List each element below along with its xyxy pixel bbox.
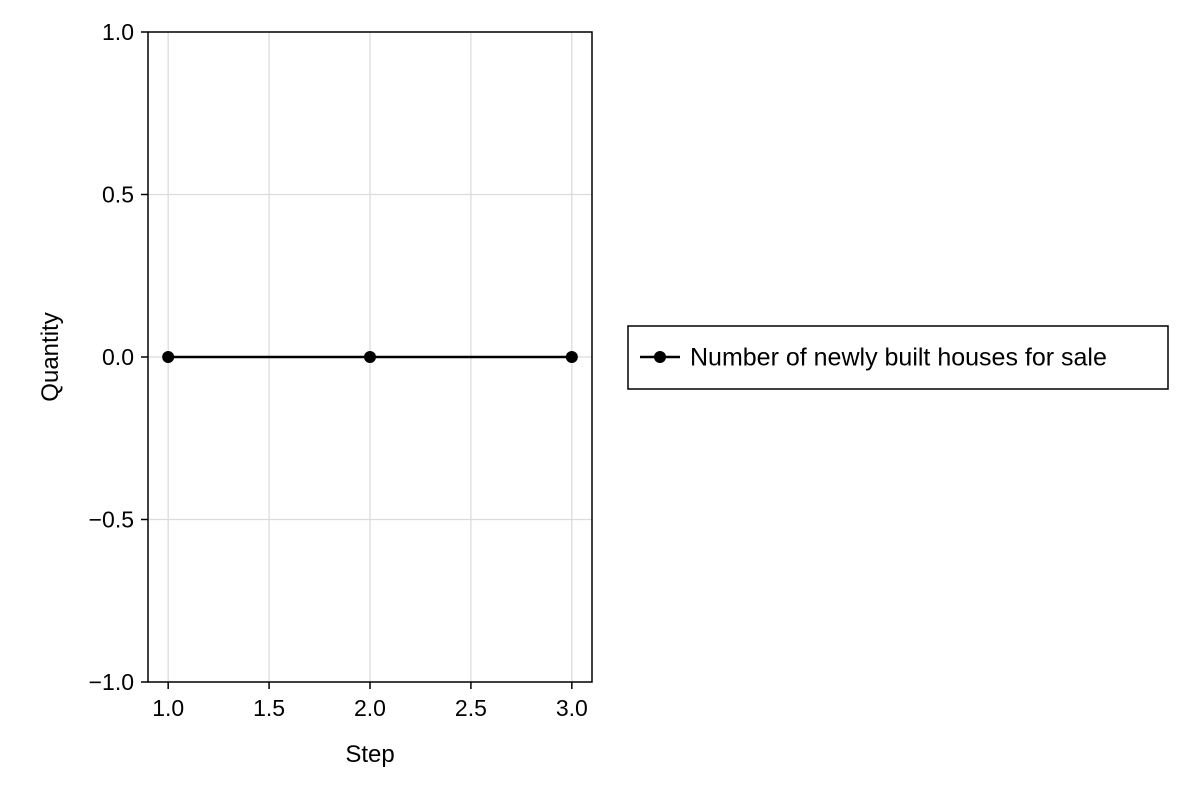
x-tick-label: 1.0 [152,695,184,721]
data-point [565,351,578,363]
y-tick-label: 0.5 [102,182,134,208]
legend-label: Number of newly built houses for sale [690,344,1107,372]
y-tick-label: 1.0 [102,19,134,45]
y-tick-label: −1.0 [89,669,134,695]
data-point [162,351,175,363]
legend-marker-swatch [654,351,666,363]
x-tick-label: 1.5 [253,695,285,721]
x-tick-label: 2.5 [455,695,487,721]
series-layer [162,351,578,363]
y-axis-title: Quantity [37,312,64,401]
y-tick-label: 0.0 [102,344,134,370]
axis-ticks: 1.0 1.5 2.0 2.5 3.0 1.0 0.5 0.0 −0.5 −1.0 [89,19,588,721]
x-tick-label: 3.0 [556,695,588,721]
data-point [364,351,376,363]
x-tick-label: 2.0 [354,695,386,721]
x-axis-title: Step [345,741,394,768]
legend-box [627,325,1169,390]
y-tick-label: −0.5 [89,507,134,533]
legend: Number of newly built houses for sale [627,325,1169,390]
